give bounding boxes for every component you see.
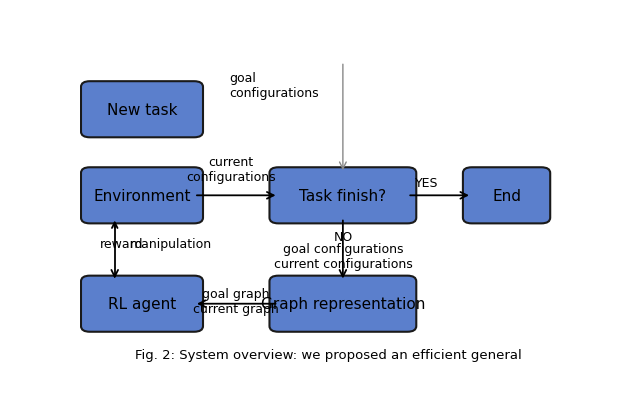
Text: Task finish?: Task finish?: [300, 188, 387, 203]
FancyBboxPatch shape: [463, 168, 550, 224]
FancyBboxPatch shape: [81, 168, 203, 224]
FancyBboxPatch shape: [81, 82, 203, 138]
FancyBboxPatch shape: [81, 276, 203, 332]
Text: manipulation: manipulation: [129, 237, 212, 250]
Text: goal configurations
current configurations: goal configurations current configuratio…: [273, 242, 412, 270]
Text: reward: reward: [100, 237, 143, 250]
Text: YES: YES: [415, 177, 438, 190]
FancyBboxPatch shape: [269, 168, 416, 224]
FancyBboxPatch shape: [269, 276, 416, 332]
Text: current
configurations: current configurations: [186, 155, 276, 183]
Text: Environment: Environment: [93, 188, 191, 203]
Text: Graph representation: Graph representation: [260, 297, 425, 311]
Text: RL agent: RL agent: [108, 297, 176, 311]
Text: Fig. 2: System overview: we proposed an efficient general: Fig. 2: System overview: we proposed an …: [134, 348, 522, 361]
Text: End: End: [492, 188, 521, 203]
Text: New task: New task: [107, 102, 177, 117]
Text: goal graph
current graph: goal graph current graph: [193, 287, 279, 315]
Text: goal
configurations: goal configurations: [229, 72, 319, 100]
Text: NO: NO: [333, 231, 353, 244]
